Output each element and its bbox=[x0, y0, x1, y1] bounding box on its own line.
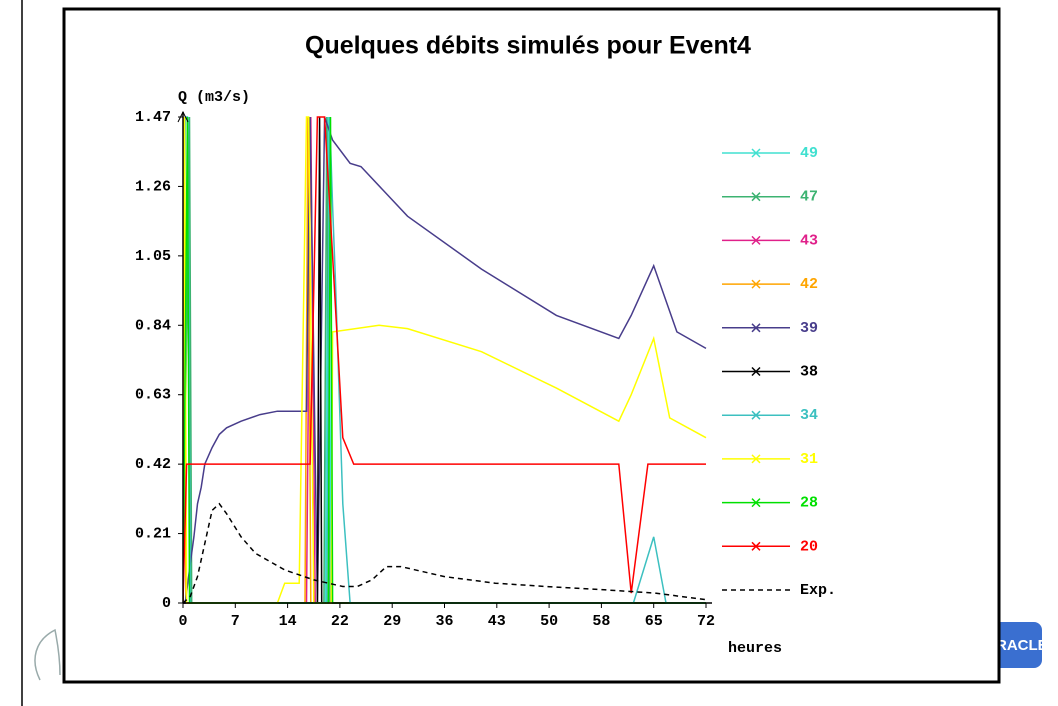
x-tick-label: 29 bbox=[383, 613, 401, 630]
legend-marker bbox=[751, 148, 761, 158]
x-tick-label: 7 bbox=[231, 613, 240, 630]
x-tick-label: 58 bbox=[592, 613, 610, 630]
y-tick-label: 0 bbox=[162, 595, 171, 612]
y-tick-label: 1.05 bbox=[135, 248, 171, 265]
legend-label: 38 bbox=[800, 363, 818, 380]
legend-label: Exp. bbox=[800, 582, 836, 599]
series-line bbox=[183, 116, 707, 604]
legend-marker bbox=[751, 366, 761, 377]
x-tick-label: 72 bbox=[697, 613, 715, 630]
y-tick-label: 0.84 bbox=[135, 317, 171, 334]
y-axis-label: Q (m3/s) bbox=[178, 89, 250, 106]
legend-marker bbox=[751, 279, 761, 289]
x-tick-label: 65 bbox=[645, 613, 663, 630]
y-axis-arrow bbox=[177, 110, 189, 123]
legend-label: 28 bbox=[800, 495, 818, 512]
x-tick-label: 43 bbox=[488, 613, 506, 630]
legend-marker bbox=[751, 410, 761, 420]
chart-frame bbox=[62, 7, 1001, 684]
legend-marker bbox=[751, 541, 761, 551]
legend-marker bbox=[751, 192, 761, 202]
x-tick-label: 14 bbox=[279, 613, 297, 630]
legend-label: 47 bbox=[800, 189, 818, 206]
legend-label: 42 bbox=[800, 276, 818, 293]
x-tick-label: 50 bbox=[540, 613, 558, 630]
legend-label: 39 bbox=[800, 320, 818, 337]
y-tick-label: 0.21 bbox=[135, 526, 171, 543]
legend-marker bbox=[751, 235, 761, 245]
y-tick-label: 0.63 bbox=[135, 387, 171, 404]
x-tick-label: 36 bbox=[435, 613, 453, 630]
slide-ornament bbox=[34, 628, 61, 681]
y-tick-label: 0.42 bbox=[135, 456, 171, 473]
x-tick-label: 22 bbox=[331, 613, 349, 630]
legend-marker bbox=[751, 454, 761, 464]
legend-label: 20 bbox=[800, 538, 818, 555]
series-line bbox=[183, 502, 707, 604]
logo-box bbox=[990, 622, 1042, 668]
x-tick-label: 0 bbox=[178, 613, 187, 630]
legend-marker bbox=[751, 323, 761, 333]
legend-label: 34 bbox=[800, 407, 818, 424]
legend-label: 43 bbox=[800, 232, 818, 249]
y-tick-label: 1.47 bbox=[135, 109, 171, 126]
series-line bbox=[183, 116, 706, 604]
y-tick-label: 1.26 bbox=[135, 178, 171, 195]
legend-label: 49 bbox=[800, 145, 818, 162]
legend-label: 31 bbox=[800, 451, 818, 468]
legend-marker bbox=[751, 498, 761, 508]
x-axis-label: heures bbox=[728, 640, 782, 657]
chart-title: Quelques débits simulés pour Event4 bbox=[305, 32, 751, 60]
